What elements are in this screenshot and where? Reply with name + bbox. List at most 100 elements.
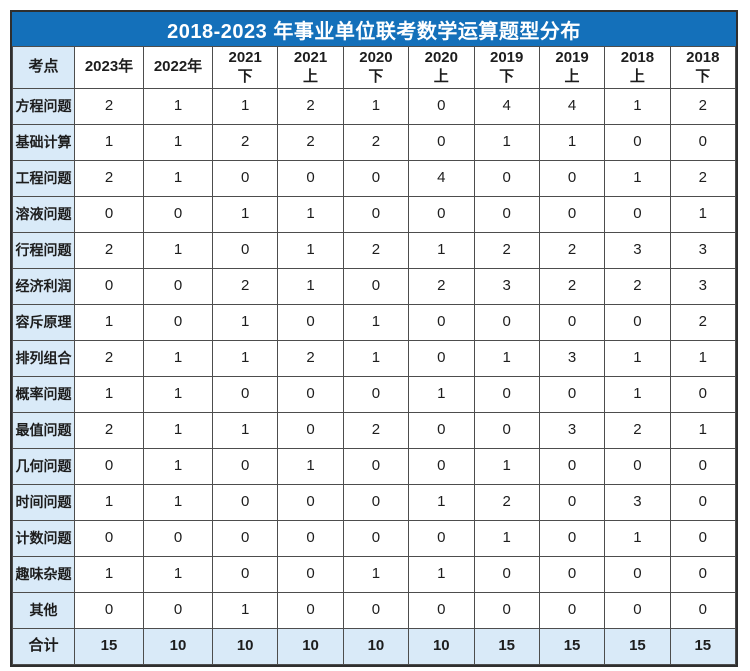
total-cell: 10 bbox=[408, 628, 475, 665]
column-header: 2019 上 bbox=[538, 46, 606, 89]
data-cell: 0 bbox=[408, 412, 475, 449]
total-cell: 10 bbox=[342, 628, 410, 665]
data-cell: 0 bbox=[538, 484, 606, 521]
table-row: 行程问题 2 1 0 1 2 1 2 2 3 3 bbox=[12, 232, 737, 269]
row-label: 几何问题 bbox=[12, 448, 75, 485]
data-cell: 1 bbox=[211, 592, 279, 629]
data-cell: 3 bbox=[669, 268, 737, 305]
data-cell: 2 bbox=[277, 88, 344, 125]
table-row: 基础计算 1 1 2 2 2 0 1 1 0 0 bbox=[12, 124, 737, 161]
row-label: 容斥原理 bbox=[12, 304, 75, 341]
data-cell: 2 bbox=[74, 232, 144, 269]
table-row: 工程问题 2 1 0 0 0 4 0 0 1 2 bbox=[12, 160, 737, 197]
data-cell: 0 bbox=[211, 160, 279, 197]
total-cell: 15 bbox=[669, 628, 737, 665]
data-cell: 0 bbox=[277, 556, 344, 593]
data-cell: 0 bbox=[277, 160, 344, 197]
data-cell: 1 bbox=[277, 448, 344, 485]
row-label: 最值问题 bbox=[12, 412, 75, 449]
data-cell: 2 bbox=[74, 88, 144, 125]
data-cell: 0 bbox=[669, 520, 737, 557]
data-cell: 1 bbox=[143, 232, 213, 269]
data-cell: 0 bbox=[277, 592, 344, 629]
row-label: 行程问题 bbox=[12, 232, 75, 269]
data-cell: 1 bbox=[211, 340, 279, 377]
data-cell: 0 bbox=[473, 196, 540, 233]
data-cell: 1 bbox=[604, 376, 671, 413]
data-cell: 2 bbox=[538, 268, 606, 305]
total-cell: 15 bbox=[74, 628, 144, 665]
data-cell: 1 bbox=[277, 232, 344, 269]
data-cell: 1 bbox=[408, 376, 475, 413]
data-cell: 2 bbox=[342, 124, 410, 161]
total-cell: 15 bbox=[538, 628, 606, 665]
data-cell: 0 bbox=[538, 592, 606, 629]
data-cell: 2 bbox=[211, 124, 279, 161]
data-cell: 0 bbox=[143, 268, 213, 305]
data-cell: 0 bbox=[669, 124, 737, 161]
data-cell: 4 bbox=[473, 88, 540, 125]
total-label: 合计 bbox=[12, 628, 75, 665]
data-cell: 2 bbox=[604, 412, 671, 449]
data-cell: 0 bbox=[669, 592, 737, 629]
data-cell: 0 bbox=[604, 124, 671, 161]
data-cell: 0 bbox=[669, 448, 737, 485]
data-cell: 0 bbox=[538, 160, 606, 197]
data-cell: 0 bbox=[408, 88, 475, 125]
data-cell: 0 bbox=[143, 592, 213, 629]
data-cell: 2 bbox=[277, 124, 344, 161]
data-cell: 0 bbox=[342, 160, 410, 197]
data-cell: 0 bbox=[342, 592, 410, 629]
data-cell: 1 bbox=[473, 448, 540, 485]
data-cell: 0 bbox=[211, 484, 279, 521]
data-cell: 0 bbox=[74, 448, 144, 485]
data-cell: 0 bbox=[473, 304, 540, 341]
table-row: 溶液问题 0 0 1 1 0 0 0 0 0 1 bbox=[12, 196, 737, 233]
data-cell: 1 bbox=[211, 88, 279, 125]
data-cell: 2 bbox=[669, 160, 737, 197]
row-label: 时间问题 bbox=[12, 484, 75, 521]
data-cell: 0 bbox=[538, 520, 606, 557]
data-cell: 1 bbox=[669, 340, 737, 377]
data-cell: 0 bbox=[342, 448, 410, 485]
data-cell: 0 bbox=[408, 592, 475, 629]
data-cell: 1 bbox=[473, 520, 540, 557]
data-cell: 0 bbox=[277, 304, 344, 341]
data-cell: 0 bbox=[669, 556, 737, 593]
data-cell: 3 bbox=[604, 232, 671, 269]
column-header: 2020 上 bbox=[408, 46, 475, 89]
data-cell: 1 bbox=[143, 448, 213, 485]
table-row: 其他 0 0 1 0 0 0 0 0 0 0 bbox=[12, 592, 737, 629]
data-cell: 1 bbox=[473, 124, 540, 161]
data-cell: 0 bbox=[342, 376, 410, 413]
data-cell: 0 bbox=[211, 520, 279, 557]
table-title: 2018-2023 年事业单位联考数学运算题型分布 bbox=[12, 12, 736, 46]
data-cell: 2 bbox=[604, 268, 671, 305]
data-cell: 0 bbox=[473, 160, 540, 197]
data-cell: 1 bbox=[143, 376, 213, 413]
data-cell: 1 bbox=[604, 88, 671, 125]
total-cell: 15 bbox=[473, 628, 540, 665]
data-cell: 0 bbox=[74, 196, 144, 233]
data-cell: 4 bbox=[408, 160, 475, 197]
data-cell: 2 bbox=[211, 268, 279, 305]
data-cell: 1 bbox=[408, 556, 475, 593]
data-cell: 2 bbox=[408, 268, 475, 305]
column-header: 2018 上 bbox=[604, 46, 671, 89]
data-cell: 0 bbox=[277, 376, 344, 413]
column-header: 2020 下 bbox=[342, 46, 410, 89]
table-row: 概率问题 1 1 0 0 0 1 0 0 1 0 bbox=[12, 376, 737, 413]
distribution-table-card: 2018-2023 年事业单位联考数学运算题型分布 考点 2023年 2022年 20… bbox=[10, 10, 738, 667]
data-cell: 0 bbox=[342, 484, 410, 521]
data-cell: 1 bbox=[342, 88, 410, 125]
table-row: 经济利润 0 0 2 1 0 2 3 2 2 3 bbox=[12, 268, 737, 305]
row-label: 溶液问题 bbox=[12, 196, 75, 233]
data-cell: 0 bbox=[342, 196, 410, 233]
data-cell: 0 bbox=[342, 520, 410, 557]
header-row: 考点 2023年 2022年 2021 下 2021 上 2020 下 2020 上 2019… bbox=[12, 46, 737, 89]
row-label: 方程问题 bbox=[12, 88, 75, 125]
data-cell: 1 bbox=[604, 520, 671, 557]
data-cell: 2 bbox=[473, 232, 540, 269]
data-cell: 1 bbox=[211, 412, 279, 449]
column-header: 2021 上 bbox=[277, 46, 344, 89]
